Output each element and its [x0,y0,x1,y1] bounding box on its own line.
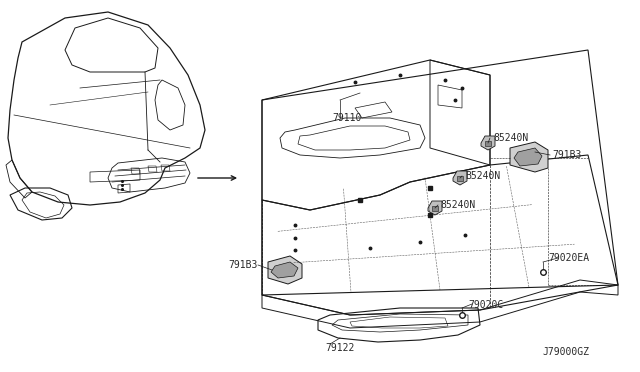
Text: 85240N: 85240N [493,133,528,143]
Polygon shape [428,201,442,215]
Polygon shape [457,176,463,181]
Polygon shape [432,206,438,211]
Polygon shape [453,171,467,185]
Text: 85240N: 85240N [440,200,476,210]
Text: 79020C: 79020C [468,300,503,310]
Text: 79020EA: 79020EA [548,253,589,263]
Text: 79122: 79122 [325,343,355,353]
Text: 791B3: 791B3 [228,260,258,270]
Polygon shape [271,262,298,278]
Polygon shape [485,141,491,146]
Polygon shape [510,142,548,172]
Text: 79110: 79110 [332,113,362,123]
Text: B5240N: B5240N [465,171,500,181]
Polygon shape [514,148,542,166]
Text: J79000GZ: J79000GZ [542,347,589,357]
Text: 791B3: 791B3 [552,150,581,160]
Polygon shape [481,136,495,150]
Polygon shape [268,256,302,284]
